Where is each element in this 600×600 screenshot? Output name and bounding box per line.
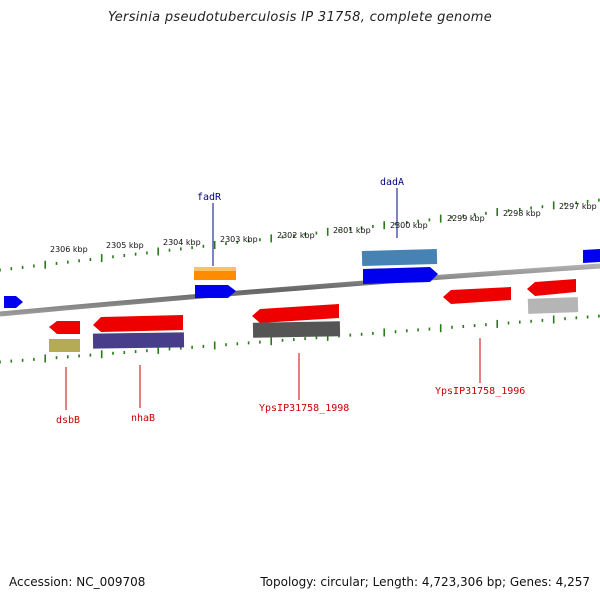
- kbp-label: 2297 kbp: [559, 202, 597, 211]
- gene-feature-yps1998[interactable]: [252, 321, 341, 338]
- gene-arrow-reverse[interactable]: [527, 279, 576, 296]
- kbp-label: 2305 kbp: [106, 241, 144, 250]
- gene-arrow-dsbB[interactable]: [49, 321, 80, 334]
- kbp-label: 2300 kbp: [390, 221, 428, 230]
- gene-arrow-yps1996[interactable]: [443, 287, 511, 304]
- gene-arrow-nhaB[interactable]: [93, 315, 183, 332]
- kbp-labels: 2306 kbp 2305 kbp 2304 kbp 2303 kbp 2302…: [50, 202, 597, 254]
- gene-feature-nhaB[interactable]: [92, 332, 185, 349]
- kbp-label: 2304 kbp: [163, 238, 201, 247]
- topology-summary: Topology: circular; Length: 4,723,306 bp…: [260, 575, 590, 589]
- upper-tick-ruler: [0, 198, 600, 272]
- gene-label-fadR[interactable]: fadR: [197, 192, 222, 203]
- gene-feature-dadA[interactable]: [361, 249, 438, 266]
- kbp-label: 2298 kbp: [503, 209, 541, 218]
- kbp-label: 2301 kbp: [333, 226, 371, 235]
- kbp-label: 2303 kbp: [220, 235, 258, 244]
- gene-highlight: [194, 267, 236, 271]
- forward-genes: [4, 249, 600, 308]
- accession-text: Accession: NC_009708: [9, 575, 146, 589]
- gene-labels: fadR dadA dsbB nhaB YpsIP31758_1998 YpsI…: [56, 177, 525, 426]
- gene-arrow-fadR[interactable]: [195, 285, 236, 298]
- gene-arrow-dadA[interactable]: [363, 267, 438, 284]
- genome-backbone: [0, 263, 600, 317]
- gene-arrow-yps1998[interactable]: [252, 304, 339, 323]
- leader-lines: [65, 188, 481, 410]
- gene-arrow-forward[interactable]: [583, 249, 600, 263]
- gene-label-nhaB[interactable]: nhaB: [131, 413, 155, 424]
- kbp-label: 2302 kbp: [277, 231, 315, 240]
- gene-label-yps1998[interactable]: YpsIP31758_1998: [259, 403, 349, 414]
- gene-feature-dsbB[interactable]: [49, 339, 80, 352]
- gene-arrow-forward[interactable]: [4, 296, 23, 308]
- gene-label-dadA[interactable]: dadA: [380, 177, 404, 188]
- gene-label-yps1996[interactable]: YpsIP31758_1996: [435, 386, 525, 397]
- kbp-label: 2306 kbp: [50, 245, 88, 254]
- gene-feature-grey[interactable]: [527, 297, 579, 314]
- lower-tick-ruler: [0, 314, 600, 364]
- reverse-genes: [49, 279, 579, 352]
- kbp-label: 2299 kbp: [447, 214, 485, 223]
- gene-label-dsbB[interactable]: dsbB: [56, 415, 80, 426]
- map-title: Yersinia pseudotuberculosis IP 31758, co…: [107, 10, 493, 25]
